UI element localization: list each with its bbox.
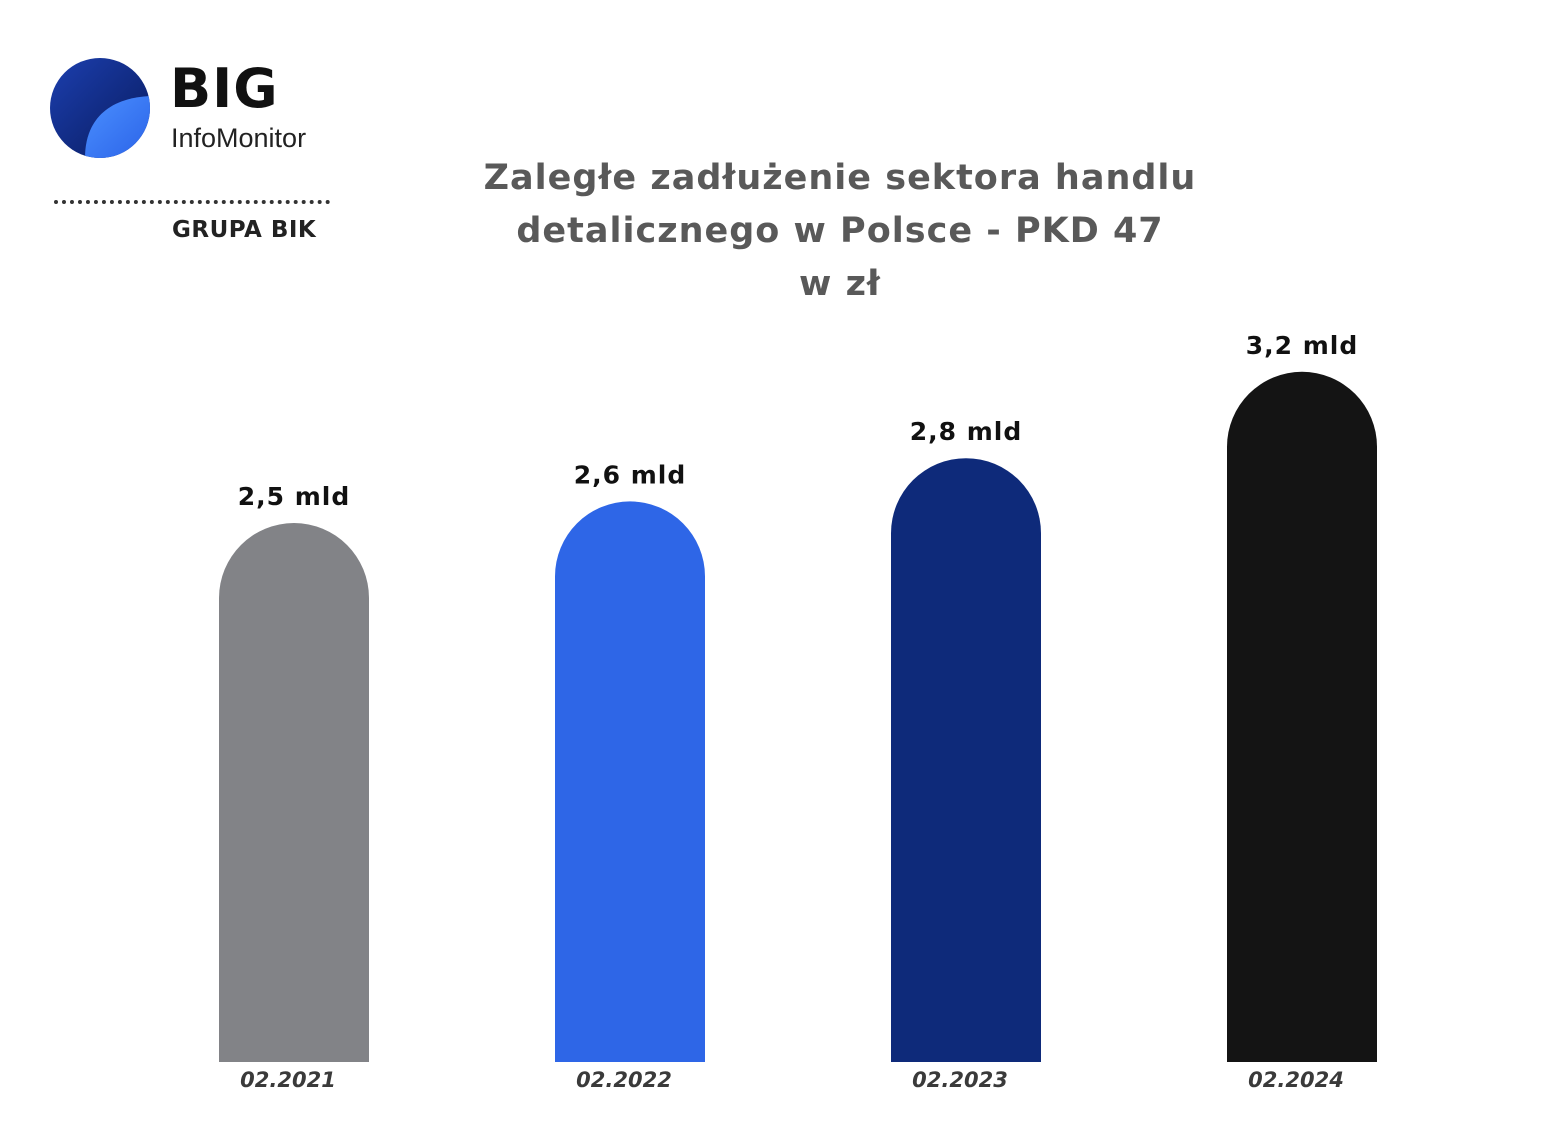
bar-02.2023 (891, 458, 1041, 1062)
logo-product: InfoMonitor (171, 123, 307, 153)
value-label-02.2024: 3,2 mld (1246, 331, 1359, 360)
big-logo-icon (50, 58, 150, 158)
chart-title-line-3: w zł (799, 264, 881, 304)
chart-title-line-2: detalicznego w Polsce - PKD 47 (516, 211, 1164, 251)
chart-title: Zaległe zadłużenie sektora handlu detali… (440, 152, 1240, 311)
logo-divider (54, 200, 330, 204)
category-label-02.2023: 02.2023 (912, 1068, 1008, 1092)
category-label-02.2024: 02.2024 (1248, 1068, 1344, 1092)
value-label-02.2023: 2,8 mld (910, 417, 1023, 446)
value-label-02.2022: 2,6 mld (574, 460, 687, 489)
chart-title-line-1: Zaległe zadłużenie sektora handlu (483, 158, 1197, 198)
logo-group: GRUPA BIK (172, 217, 317, 243)
logo-brand: BIG (170, 57, 279, 120)
bar-02.2024 (1227, 371, 1377, 1062)
bar-02.2021 (219, 523, 369, 1062)
logo: BIG InfoMonitor GRUPA BIK (48, 56, 348, 256)
category-label-02.2022: 02.2022 (576, 1068, 672, 1092)
category-label-02.2021: 02.2021 (240, 1068, 336, 1092)
bar-02.2022 (555, 501, 705, 1062)
value-label-02.2021: 2,5 mld (238, 482, 351, 511)
